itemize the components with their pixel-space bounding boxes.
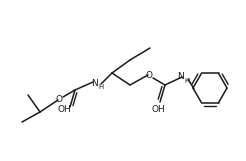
Text: O: O bbox=[145, 71, 153, 80]
Text: H: H bbox=[98, 84, 104, 90]
Text: OH: OH bbox=[57, 105, 71, 114]
Text: O: O bbox=[56, 95, 62, 104]
Text: H: H bbox=[184, 78, 190, 84]
Text: OH: OH bbox=[151, 105, 165, 114]
Text: N: N bbox=[178, 71, 184, 80]
Text: N: N bbox=[92, 79, 98, 87]
